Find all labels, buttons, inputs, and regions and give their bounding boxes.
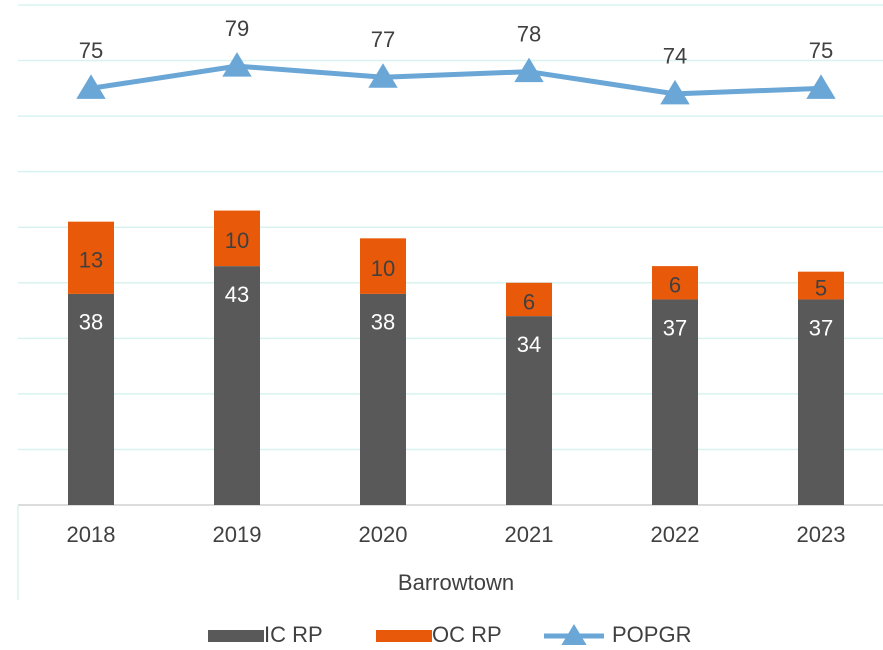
x-tick-label: 2021 bbox=[505, 522, 554, 547]
bar bbox=[360, 238, 406, 294]
line bbox=[90, 63, 822, 97]
line-marker bbox=[368, 63, 398, 88]
data-label: 38 bbox=[79, 310, 103, 335]
line-marker bbox=[806, 74, 836, 99]
bar bbox=[214, 210, 260, 267]
data-label: 10 bbox=[371, 256, 395, 281]
bar bbox=[652, 266, 698, 300]
bar bbox=[798, 271, 844, 300]
bar bbox=[652, 299, 698, 505]
bar bbox=[68, 293, 114, 505]
line-marker bbox=[222, 52, 252, 77]
x-tick-label: 2023 bbox=[797, 522, 846, 547]
x-tick-label: 2022 bbox=[651, 522, 700, 547]
legend-swatch bbox=[561, 624, 587, 645]
legend-label: IC RP bbox=[264, 622, 323, 647]
legend-label: OC RP bbox=[432, 622, 502, 647]
bar bbox=[506, 316, 552, 505]
data-label: 34 bbox=[517, 332, 541, 357]
bar bbox=[506, 282, 552, 317]
bar bbox=[798, 299, 844, 505]
line-marker bbox=[76, 74, 106, 99]
legend-swatch bbox=[376, 630, 432, 642]
data-label: 10 bbox=[225, 228, 249, 253]
x-tick-label: 2018 bbox=[67, 522, 116, 547]
data-label: 78 bbox=[517, 21, 541, 46]
x-axis-title: Barrowtown bbox=[398, 570, 514, 595]
data-label: 13 bbox=[79, 248, 103, 273]
data-label: 75 bbox=[79, 38, 103, 63]
data-label: 75 bbox=[809, 38, 833, 63]
bar bbox=[68, 221, 114, 294]
line-marker bbox=[514, 57, 544, 83]
bar bbox=[360, 293, 406, 505]
data-label: 6 bbox=[669, 273, 681, 298]
legend-swatch bbox=[208, 630, 264, 642]
x-tick-label: 2019 bbox=[213, 522, 262, 547]
line-marker bbox=[660, 79, 690, 105]
data-label: 6 bbox=[523, 289, 535, 314]
data-label: 79 bbox=[225, 16, 249, 41]
data-label: 37 bbox=[809, 315, 833, 340]
data-label: 74 bbox=[663, 44, 687, 69]
x-tick-label: 2020 bbox=[359, 522, 408, 547]
data-label: 43 bbox=[225, 282, 249, 307]
legend-label: POPGR bbox=[612, 622, 691, 647]
data-label: 38 bbox=[371, 310, 395, 335]
data-label: 37 bbox=[663, 315, 687, 340]
bar bbox=[214, 266, 260, 505]
data-label: 5 bbox=[815, 275, 827, 300]
data-label: 77 bbox=[371, 27, 395, 52]
